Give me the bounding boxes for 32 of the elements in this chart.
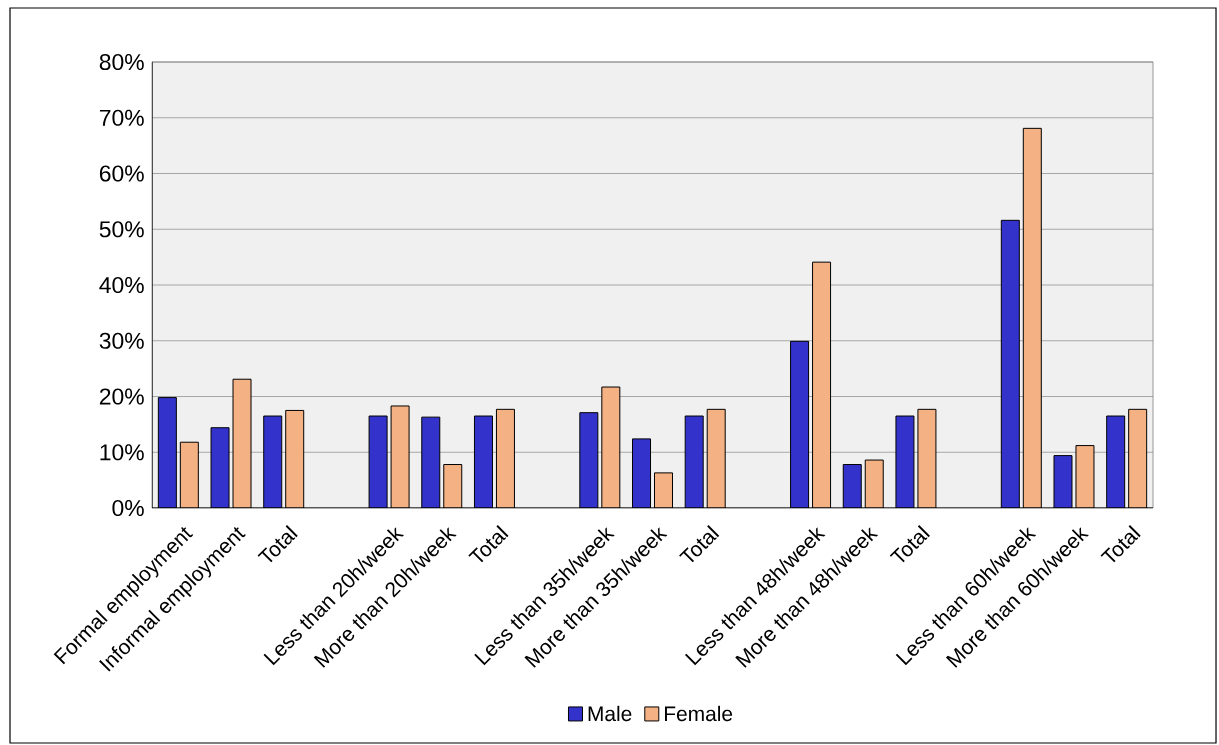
bar <box>1106 415 1126 508</box>
bar <box>474 416 493 508</box>
bar <box>843 464 862 508</box>
bar <box>1023 128 1042 508</box>
bar <box>285 410 304 508</box>
y-tick-label: 50% <box>99 221 144 238</box>
bar <box>1001 220 1020 508</box>
bar <box>443 464 462 508</box>
bar <box>158 397 177 508</box>
y-tick-label: 0% <box>112 499 144 517</box>
y-tick-label: 70% <box>99 109 144 126</box>
bar <box>685 416 704 508</box>
legend-label: Female <box>665 705 733 722</box>
bar <box>601 387 620 508</box>
bar <box>812 262 831 508</box>
y-tick-label: 60% <box>99 165 144 182</box>
y-tick-label: 10% <box>100 444 144 461</box>
bar <box>579 412 598 508</box>
y-tick-label: 20% <box>99 388 144 405</box>
bar <box>632 438 651 508</box>
bar <box>790 341 809 508</box>
bar <box>496 409 515 508</box>
legend-label: Male <box>588 705 632 722</box>
bar <box>707 409 726 508</box>
y-tick-label: 80% <box>99 53 144 71</box>
y-tick-label: 40% <box>99 276 144 294</box>
bar <box>421 417 440 508</box>
bar <box>1128 408 1148 508</box>
bar <box>180 442 199 508</box>
bar <box>263 416 282 508</box>
bar <box>865 460 884 508</box>
y-tick-label: 30% <box>99 332 144 349</box>
